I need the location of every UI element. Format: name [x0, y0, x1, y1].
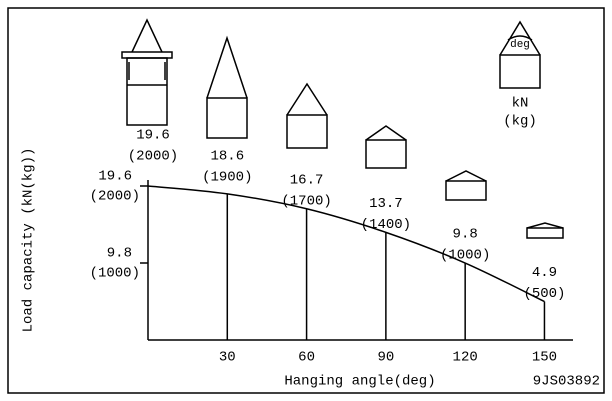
y-tick-label: 19.6 [98, 169, 132, 185]
value-label: 18.6 [210, 149, 244, 165]
x-tick-label: 120 [453, 350, 478, 366]
legend-angle: deg [510, 39, 530, 51]
value-sublabel: (1900) [202, 170, 252, 186]
value-sublabel: (1400) [361, 217, 411, 233]
y-tick-sublabel: (1000) [90, 266, 140, 282]
value-sublabel: (500) [523, 286, 565, 302]
x-tick-label: 30 [219, 350, 236, 366]
sling-icons [121, 18, 564, 239]
x-axis-label: Hanging angle(deg) [284, 374, 435, 390]
legend-mass: (kg) [503, 114, 537, 130]
y-axis-label: Load capacity (kN(kg)) [21, 148, 37, 333]
value-label: 9.8 [453, 227, 478, 243]
value-sublabel: (1000) [440, 248, 490, 264]
frame [7, 7, 605, 394]
value-label: 4.9 [532, 265, 557, 281]
value-label: 19.6 [136, 128, 170, 144]
x-tick-label: 90 [377, 350, 394, 366]
value-label: 13.7 [369, 196, 403, 212]
y-tick-sublabel: (2000) [90, 189, 140, 205]
x-tick-label: 60 [298, 350, 315, 366]
curve [147, 185, 545, 303]
value-label: 16.7 [290, 172, 324, 188]
y-tick-label: 9.8 [107, 246, 132, 262]
value-sublabel: (1700) [281, 193, 331, 209]
figure-id: 9JS03892 [533, 374, 600, 390]
x-tick-label: 150 [532, 350, 557, 366]
legend-force: kN [512, 96, 529, 112]
value-sublabel: (2000) [128, 149, 178, 165]
